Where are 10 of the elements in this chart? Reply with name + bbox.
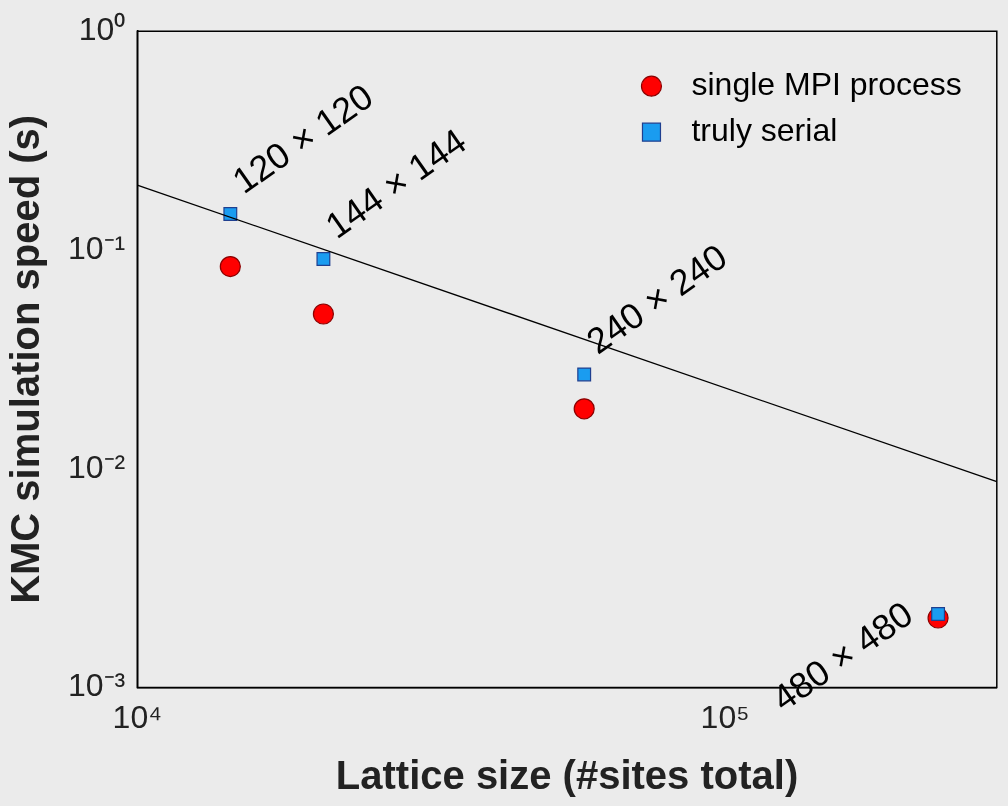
x-tick-label: 10⁵ (700, 698, 750, 735)
annotation: 240 × 240 (578, 235, 735, 362)
legend-label: truly serial (691, 112, 838, 149)
y-tick-label: 10⁻¹ (68, 229, 126, 266)
x-axis-title: Lattice size (#sites total) (335, 753, 799, 798)
y-tick-label: 10⁻² (68, 448, 126, 485)
y-tick-label: 10⁰ (78, 11, 126, 48)
annotation: 480 × 480 (764, 593, 921, 719)
legend-label: single MPI process (691, 66, 962, 103)
y-axis-title: KMC simulation speed (s) (3, 114, 48, 604)
